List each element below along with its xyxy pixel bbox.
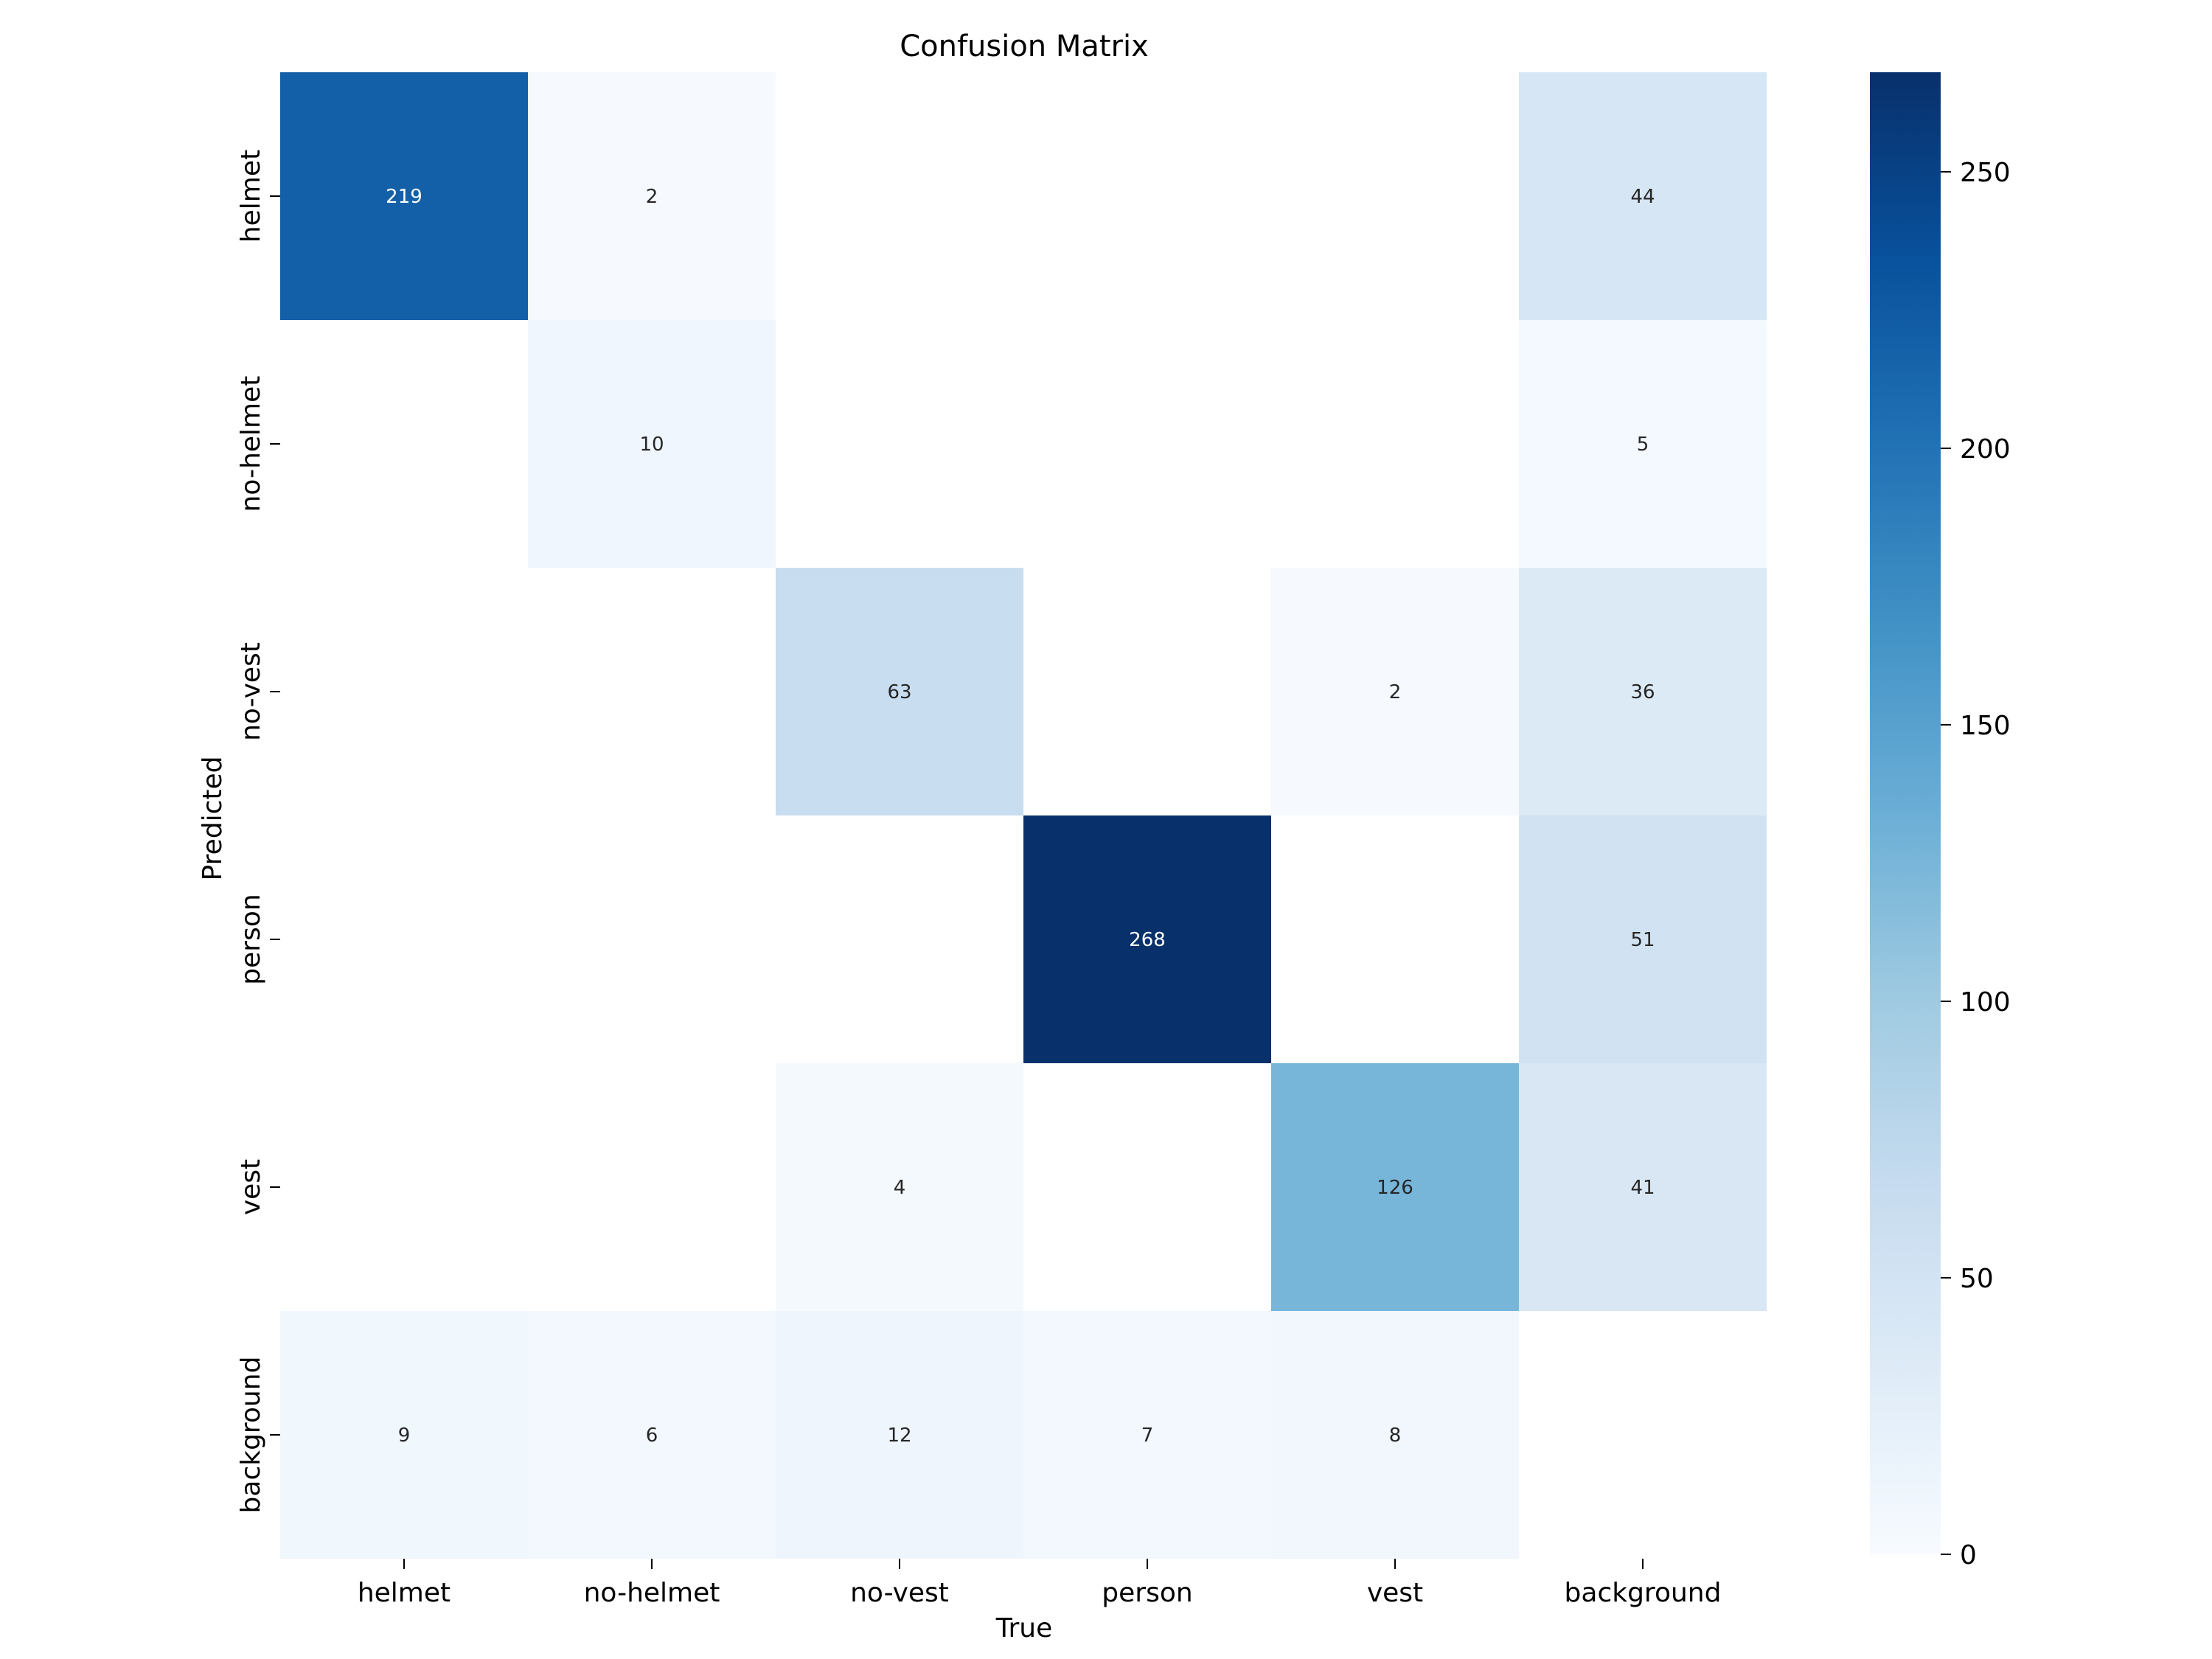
colorbar bbox=[1870, 72, 1941, 1554]
heatmap-cells bbox=[280, 72, 1767, 1559]
cell-helmet-background bbox=[1519, 72, 1767, 320]
cell-value-label: 268 bbox=[1129, 929, 1166, 951]
cell-no-vest-background bbox=[1519, 568, 1767, 815]
cell-vest-vest bbox=[1271, 1063, 1519, 1311]
y-axis: helmet no-helmet no-vest person vest backgrou… bbox=[236, 150, 280, 1514]
colorbar-tick-label: 200 bbox=[1960, 434, 2011, 465]
cell-background-person bbox=[1023, 1311, 1271, 1559]
cell-value-label: 12 bbox=[887, 1425, 911, 1447]
x-tick-label: no-vest bbox=[850, 1578, 949, 1608]
cell-helmet-no-helmet bbox=[528, 72, 776, 320]
cell-no-vest-no-vest bbox=[776, 568, 1023, 815]
y-tick-label: no-helmet bbox=[236, 376, 266, 512]
cell-background-no-helmet bbox=[528, 1311, 776, 1559]
x-tick-label: background bbox=[1565, 1578, 1722, 1608]
cell-helmet-helmet bbox=[280, 72, 528, 320]
x-axis-label: True bbox=[995, 1613, 1052, 1644]
cell-value-label: 36 bbox=[1630, 681, 1655, 703]
chart-title: Confusion Matrix bbox=[900, 29, 1149, 63]
y-axis-label: Predicted bbox=[198, 757, 228, 881]
heatmap-cell-labels: 219 2 44 10 5 63 2 36 268 51 4 126 41 9 6 12 7 8 bbox=[386, 186, 1655, 1447]
cell-no-helmet-no-helmet bbox=[528, 320, 776, 568]
cell-no-vest-vest bbox=[1271, 568, 1519, 815]
colorbar-tick-label: 250 bbox=[1960, 158, 2011, 188]
y-tick-label: helmet bbox=[236, 150, 266, 243]
colorbar-tick-label: 0 bbox=[1960, 1540, 1977, 1571]
x-tick-label: helmet bbox=[358, 1578, 451, 1608]
x-tick-label: no-helmet bbox=[584, 1578, 720, 1608]
cell-value-label: 10 bbox=[639, 434, 664, 456]
cell-value-label: 41 bbox=[1630, 1177, 1655, 1199]
y-tick-label: background bbox=[236, 1357, 266, 1514]
cell-background-vest bbox=[1271, 1311, 1519, 1559]
cell-value-label: 44 bbox=[1630, 186, 1655, 208]
cell-background-helmet bbox=[280, 1311, 528, 1559]
cell-value-label: 2 bbox=[1389, 681, 1402, 703]
cell-value-label: 6 bbox=[646, 1425, 658, 1447]
x-axis: helmet no-helmet no-vest person vest backgrou… bbox=[358, 1559, 1722, 1608]
cell-vest-background bbox=[1519, 1063, 1767, 1311]
cell-value-label: 63 bbox=[887, 681, 911, 703]
y-tick-label: vest bbox=[236, 1159, 266, 1215]
cell-value-label: 8 bbox=[1389, 1425, 1402, 1447]
cell-person-background bbox=[1519, 815, 1767, 1063]
y-tick-label: no-vest bbox=[236, 642, 266, 741]
y-tick-label: person bbox=[236, 894, 266, 984]
cell-value-label: 126 bbox=[1377, 1177, 1413, 1199]
cell-value-label: 219 bbox=[386, 186, 422, 208]
cell-vest-no-vest bbox=[776, 1063, 1023, 1311]
cell-background-no-vest bbox=[776, 1311, 1023, 1559]
cell-value-label: 51 bbox=[1630, 929, 1655, 951]
cell-no-helmet-background bbox=[1519, 320, 1767, 568]
colorbar-tick-label: 150 bbox=[1960, 711, 2011, 741]
cell-value-label: 2 bbox=[646, 186, 658, 208]
colorbar-tick-label: 50 bbox=[1960, 1264, 1994, 1294]
cell-value-label: 7 bbox=[1141, 1425, 1154, 1447]
cell-value-label: 4 bbox=[894, 1177, 906, 1199]
colorbar-tick-label: 100 bbox=[1960, 987, 2011, 1018]
cell-person-person bbox=[1023, 815, 1271, 1063]
colorbar-axis: 0 50 100 150 200 250 bbox=[1941, 158, 2011, 1571]
cell-value-label: 5 bbox=[1637, 434, 1649, 456]
x-tick-label: person bbox=[1102, 1578, 1192, 1608]
cell-value-label: 9 bbox=[398, 1425, 411, 1447]
x-tick-label: vest bbox=[1367, 1578, 1423, 1608]
